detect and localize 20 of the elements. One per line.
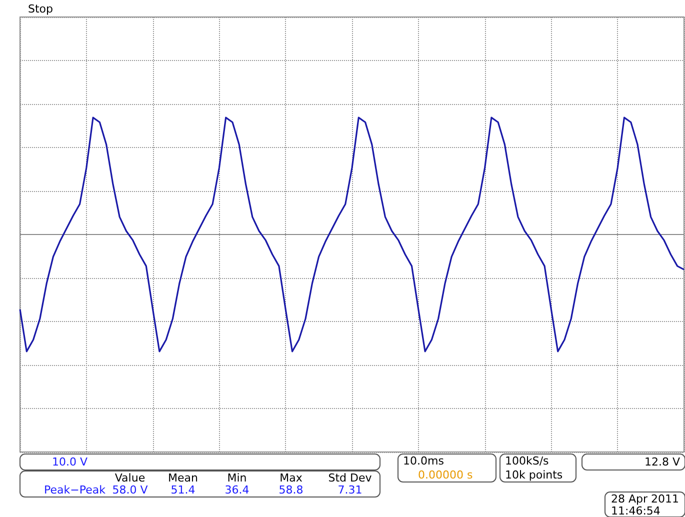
text: 0.00000 s [418,468,473,482]
text: 51.4 [170,484,196,496]
text: 58.8 [278,484,304,496]
text: 36.4 [224,484,250,496]
text: Min [227,472,247,484]
text: Max [280,472,303,484]
text: 10.0 V [52,456,88,468]
text: 11:46:54 [611,504,660,517]
text: 12.8 V [644,456,680,468]
text: 7.31 [338,484,362,496]
text: Peak−Peak [44,484,106,496]
text: 100kS/s [505,454,550,468]
text: Stop [28,2,54,16]
text: 58.0 V [112,484,148,496]
text: Std Dev [328,472,372,484]
text: Mean [168,472,198,484]
text: 28 Apr 2011 [611,492,680,506]
text: 10k points [505,468,563,482]
text: 10.0ms [403,454,444,468]
text: Value [114,472,146,484]
